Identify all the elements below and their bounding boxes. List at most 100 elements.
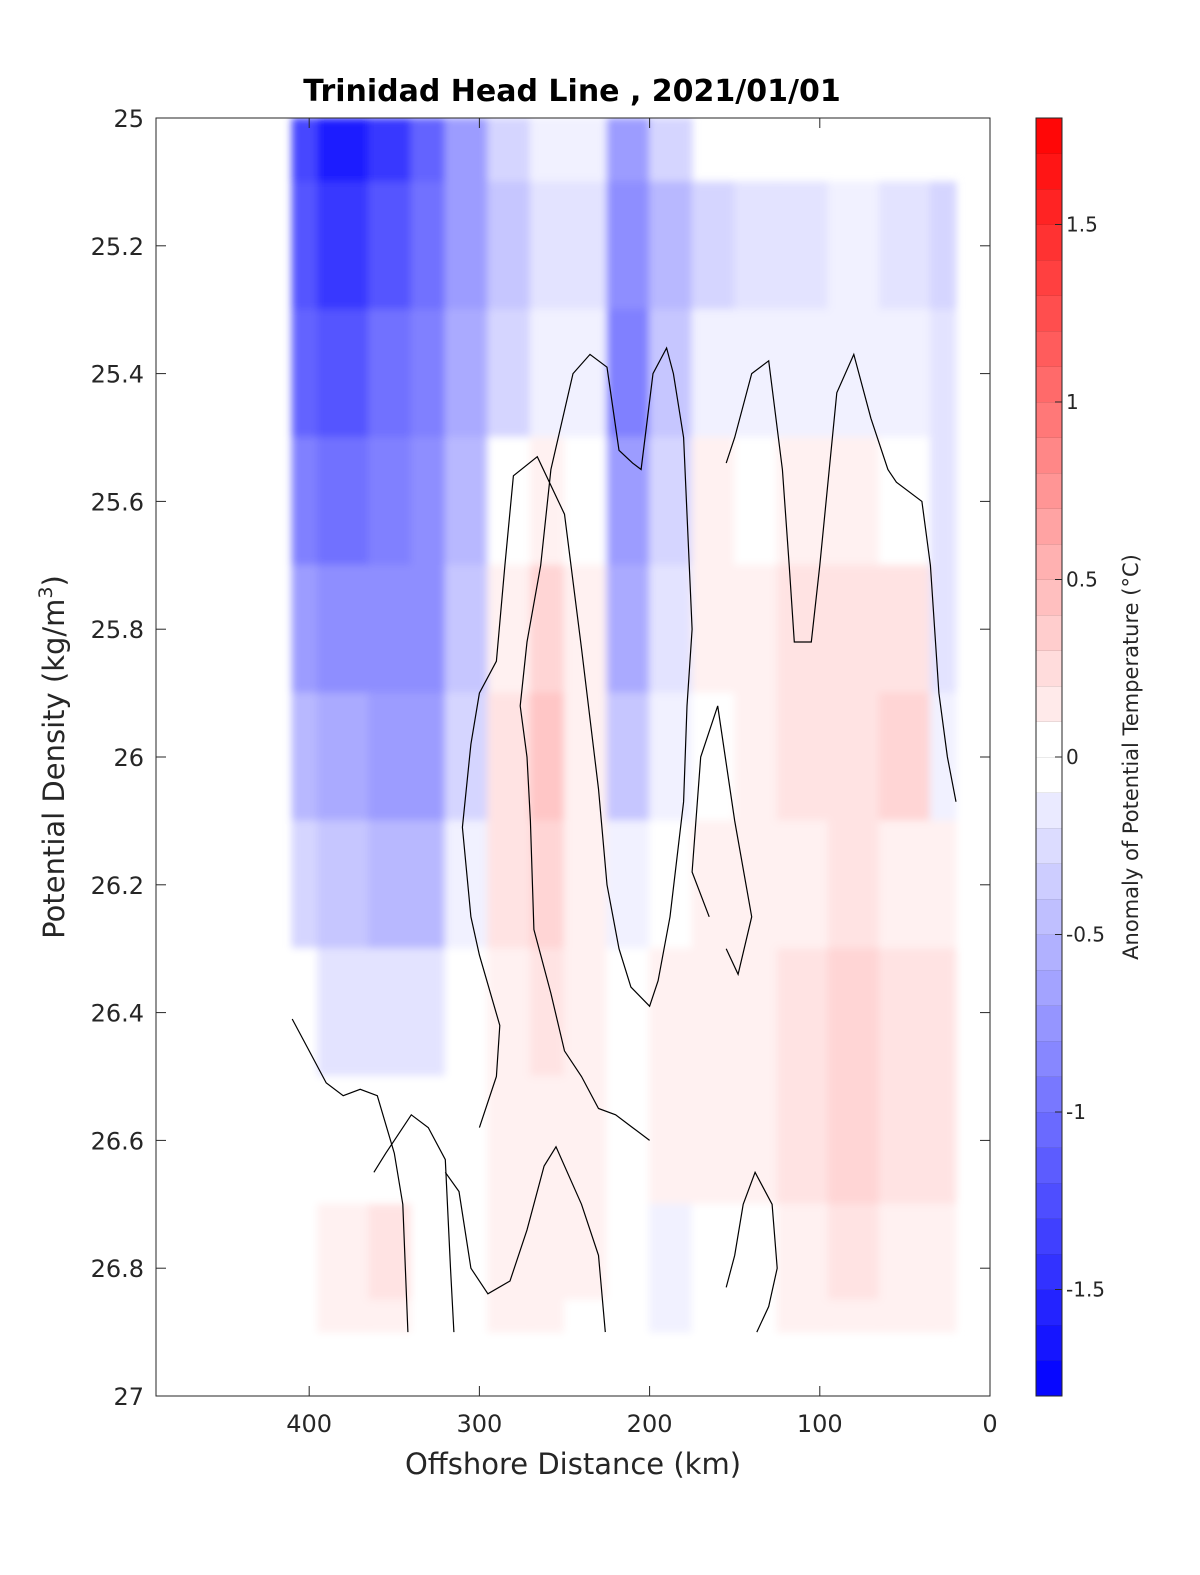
colorbar-tick-label: -1 [1066,1100,1086,1124]
colorbar-band [1036,153,1062,190]
anomaly-cell [878,820,931,950]
anomaly-cell [444,948,489,1077]
y-tick-label: 25.2 [91,233,144,261]
colorbar-tick-label: 1.5 [1066,213,1098,237]
anomaly-cell [649,820,693,950]
zero-contour-line [461,346,693,1141]
colorbar-band [1036,863,1062,900]
anomaly-cell [317,1299,370,1333]
anomaly-cell [827,1076,880,1205]
colorbar-band [1036,1005,1062,1042]
anomaly-cell [444,1076,489,1205]
anomaly-cell [317,1203,370,1301]
anomaly-cell [563,181,608,311]
anomaly-cell [734,181,778,311]
anomaly-cell [649,692,693,822]
anomaly-field [291,118,957,1333]
anomaly-cell [563,118,608,183]
anomaly-cell [878,1203,931,1301]
colorbar-band [1036,615,1062,651]
anomaly-cell [563,948,608,1077]
anomaly-cell [487,1076,531,1205]
anomaly-cell [734,1076,778,1205]
x-tick-label: 0 [982,1410,997,1438]
anomaly-cell [649,564,693,694]
anomaly-cell [487,181,531,311]
anomaly-cell [734,437,778,566]
colorbar-band [1036,331,1062,367]
colorbar-band [1036,1147,1062,1184]
y-axis: 25 25.2 25.4 25.6 25.8 26 26.2 26.4 26.6 26.8 27 [91,105,990,1411]
anomaly-cell [827,564,880,694]
colorbar-tick-label: 0 [1066,745,1079,769]
anomaly-cell [487,309,531,438]
colorbar-band [1036,473,1062,509]
anomaly-cell [291,118,319,183]
colorbar-band [1036,118,1062,154]
colorbar-band [1036,1112,1062,1148]
anomaly-cell [529,1299,565,1333]
anomaly-cell [317,181,370,311]
anomaly-cell [878,1299,931,1333]
anomaly-cell [368,564,412,694]
colorbar-band [1036,1360,1062,1397]
x-axis: 400 300 200 100 0 [286,118,998,1438]
anomaly-cell [444,437,489,566]
anomaly-cell [487,948,531,1077]
anomaly-cell [317,437,370,566]
anomaly-cell [317,1076,370,1205]
anomaly-cell [410,1076,446,1205]
anomaly-cell [878,1076,931,1205]
anomaly-cell [606,564,651,694]
anomaly-cell [649,309,693,438]
colorbar-tick-label: 0.5 [1066,568,1098,592]
colorbar-band [1036,757,1062,793]
anomaly-cell [444,309,489,438]
anomaly-cell [878,564,931,694]
y-axis-label-text: Potential Density (kg/m [37,599,71,939]
anomaly-cell [827,1203,880,1301]
colorbar-band [1036,721,1062,758]
anomaly-cell [317,692,370,822]
anomaly-cell [827,948,880,1077]
anomaly-cell [606,1299,651,1333]
anomaly-cell [878,309,931,438]
anomaly-cell [606,948,651,1077]
anomaly-cell [691,820,736,950]
anomaly-cell [410,309,446,438]
anomaly-cell [529,181,565,311]
anomaly-cell [291,564,319,694]
anomaly-cell [563,692,608,822]
anomaly-cell [929,1076,957,1205]
anomaly-cell [929,564,957,694]
colorbar-band [1036,1289,1062,1326]
anomaly-cell [444,181,489,311]
anomaly-cell [317,948,370,1077]
anomaly-cell [529,820,565,950]
anomaly-cell [317,309,370,438]
anomaly-cell [487,118,531,183]
anomaly-cell [291,1203,319,1301]
x-tick-label: 300 [456,1410,502,1438]
anomaly-cell [691,181,736,311]
anomaly-cell [291,948,319,1077]
anomaly-cell [691,564,736,694]
anomaly-cell [606,1203,651,1301]
anomaly-cell [776,1299,829,1333]
anomaly-cell [734,692,778,822]
anomaly-cell [291,181,319,311]
anomaly-cell [929,948,957,1077]
anomaly-cell [734,1299,778,1333]
anomaly-cell [368,437,412,566]
anomaly-cell [691,1299,736,1333]
anomaly-cell [776,1203,829,1301]
anomaly-cell [487,1203,531,1301]
x-tick-label: 100 [797,1410,843,1438]
zero-contour-line [725,1170,778,1333]
colorbar-band [1036,402,1062,438]
anomaly-cell [563,1076,608,1205]
anomaly-cell [368,118,412,183]
anomaly-cell [487,437,531,566]
colorbar-tick-label: -1.5 [1066,1278,1105,1302]
